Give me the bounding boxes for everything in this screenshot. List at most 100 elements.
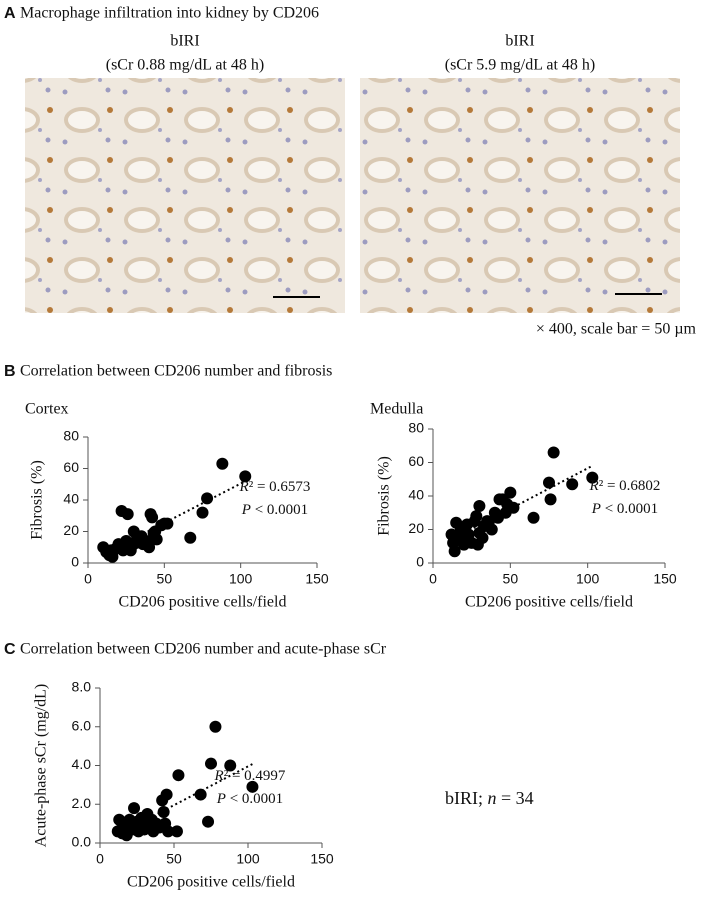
y-tick-label: 80	[408, 420, 424, 436]
point	[246, 780, 259, 793]
annotation-symbol: R	[589, 478, 599, 494]
x-tick-label: 100	[229, 571, 253, 587]
y-tick-label: 20	[408, 520, 424, 536]
annotation: R² = 0.6573	[239, 479, 311, 495]
y-axis-title: Fibrosis (%)	[376, 456, 393, 536]
point	[184, 531, 197, 544]
point	[470, 510, 483, 523]
point	[157, 806, 170, 818]
point	[143, 541, 156, 554]
annotation: R² = 0.4997	[214, 768, 286, 784]
point	[485, 523, 498, 536]
point	[527, 511, 540, 524]
point	[507, 501, 520, 514]
panel-title: Correlation between CD206 number and fib…	[20, 363, 332, 380]
annotation: P < 0.0001	[591, 501, 658, 517]
chart-subtitle: Medulla	[370, 401, 423, 418]
y-tick-label: 4.0	[72, 756, 92, 772]
point	[133, 817, 146, 830]
point	[160, 788, 173, 801]
point	[162, 825, 175, 838]
point	[201, 492, 214, 505]
point	[128, 802, 141, 815]
y-tick-label: 60	[408, 453, 424, 469]
y-axis-title: Fibrosis (%)	[29, 460, 46, 540]
panel-label: C	[4, 641, 16, 658]
point	[205, 757, 217, 770]
panel-label: A	[4, 5, 16, 22]
x-tick-label: 100	[576, 571, 600, 587]
point	[471, 538, 484, 551]
point	[121, 508, 134, 521]
trendline	[451, 464, 593, 541]
point	[216, 457, 229, 470]
point	[146, 511, 159, 524]
image-caption: (sCr 5.9 mg/dL at 48 h)	[445, 57, 596, 74]
y-tick-label: 8.0	[72, 679, 92, 695]
x-tick-label: 150	[310, 851, 334, 867]
x-axis-title: CD206 positive cells/field	[465, 594, 633, 611]
y-tick-label: 0.0	[72, 834, 92, 850]
x-tick-label: 150	[305, 571, 329, 587]
x-axis-title: CD206 positive cells/field	[127, 874, 295, 891]
point	[202, 815, 215, 828]
y-tick-label: 0	[416, 554, 424, 570]
point	[544, 493, 557, 506]
point	[239, 470, 252, 483]
y-axis-title: Acute-phase sCr (mg/dL)	[33, 684, 50, 848]
y-tick-label: 80	[63, 428, 79, 444]
annotation: R² = 0.6802	[589, 478, 661, 494]
x-tick-label: 50	[166, 851, 182, 867]
annotation-text: ² = 0.4997	[224, 768, 286, 784]
y-tick-label: 0	[71, 554, 79, 570]
point	[150, 533, 163, 546]
image-caption: (sCr 0.88 mg/dL at 48 h)	[106, 57, 265, 74]
annotation-text: < 0.0001	[251, 502, 308, 518]
point	[196, 506, 209, 519]
panel-title: Correlation between CD206 number and acu…	[20, 641, 387, 658]
point	[543, 476, 555, 489]
annotation-text: ² = 0.6802	[599, 478, 661, 494]
annotation: P < 0.0001	[241, 502, 308, 518]
panel-title: Macrophage infiltration into kidney by C…	[20, 5, 319, 22]
annotation-text: < 0.0001	[601, 501, 658, 517]
point	[547, 446, 560, 459]
point	[170, 825, 183, 838]
point	[586, 471, 599, 484]
y-tick-label: 6.0	[72, 717, 92, 733]
x-tick-label: 100	[236, 851, 260, 867]
x-tick-label: 0	[84, 571, 92, 587]
annotation-symbol: P	[216, 791, 226, 807]
point	[161, 517, 174, 530]
point	[504, 486, 517, 499]
point	[224, 759, 237, 772]
x-axis-title: CD206 positive cells/field	[119, 594, 287, 611]
y-tick-label: 60	[63, 459, 79, 475]
point	[209, 720, 222, 733]
annotation-symbol: P	[591, 501, 601, 517]
y-tick-label: 40	[63, 491, 79, 507]
micrograph	[25, 78, 345, 313]
sample-note: bIRI; n = 34	[445, 788, 534, 808]
annotation-symbol: R	[214, 768, 224, 784]
y-tick-label: 2.0	[72, 795, 92, 811]
point	[473, 500, 486, 513]
point	[172, 769, 185, 782]
scale-note: × 400, scale bar = 50 µm	[536, 321, 697, 338]
point	[566, 478, 579, 491]
y-tick-label: 20	[63, 522, 79, 538]
point	[448, 545, 461, 558]
annotation-text: < 0.0001	[226, 791, 283, 807]
panel-label: B	[4, 363, 16, 380]
annotation-text: ² = 0.6573	[249, 479, 311, 495]
chart-subtitle: Cortex	[25, 401, 69, 418]
annotation: P < 0.0001	[216, 791, 283, 807]
annotation-symbol: R	[239, 479, 249, 495]
point	[194, 788, 207, 801]
x-tick-label: 0	[96, 851, 104, 867]
x-tick-label: 50	[503, 571, 519, 587]
x-tick-label: 150	[653, 571, 677, 587]
image-caption: bIRI	[505, 33, 534, 50]
